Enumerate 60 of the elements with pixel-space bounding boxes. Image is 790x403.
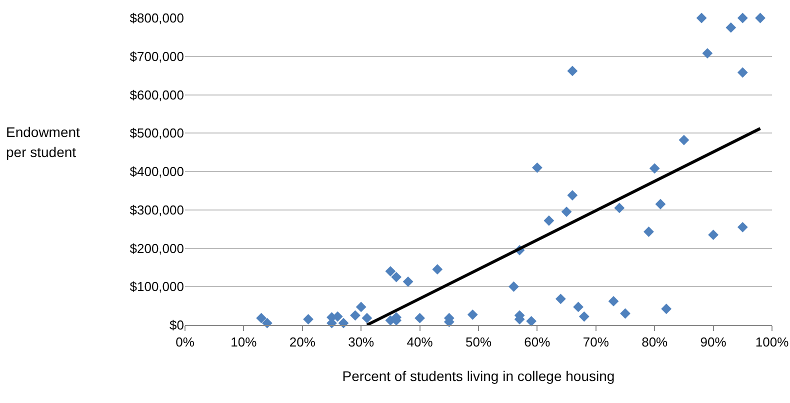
point — [696, 12, 707, 24]
point — [737, 12, 748, 24]
y-tick-label: $300,000 — [130, 202, 184, 218]
point — [561, 206, 572, 217]
point — [362, 312, 372, 324]
point — [708, 230, 718, 240]
point — [532, 162, 542, 173]
point — [338, 318, 349, 328]
point — [726, 22, 736, 33]
x-tick-label: 100% — [755, 334, 790, 350]
x-tick-label: 90% — [700, 334, 727, 350]
point — [391, 272, 402, 282]
point — [526, 316, 537, 326]
x-tick-label: 20% — [289, 334, 316, 350]
point — [414, 312, 425, 324]
point — [555, 294, 566, 304]
x-tick-label: 40% — [406, 334, 434, 350]
point — [661, 304, 672, 314]
point — [620, 308, 630, 319]
x-tick-label: 70% — [582, 334, 610, 350]
point — [614, 202, 625, 214]
x-tick-label: 0% — [176, 334, 195, 350]
point — [567, 190, 578, 200]
point — [573, 302, 584, 312]
point — [608, 296, 619, 306]
point — [655, 198, 666, 210]
x-tick-label: 80% — [642, 334, 668, 350]
y-tick-label: $200,000 — [130, 240, 184, 256]
y-tick-label: $800,000 — [130, 10, 184, 26]
point — [737, 222, 748, 232]
point — [644, 226, 654, 237]
y-tick-label: $100,000 — [130, 279, 184, 294]
x-axis-title: Percent of students living in college housing — [342, 368, 615, 384]
point — [755, 12, 766, 24]
point — [737, 67, 748, 78]
y-tick-label: $400,000 — [130, 164, 184, 180]
x-tick-label: 60% — [524, 334, 551, 350]
x-tick-label: 30% — [348, 334, 375, 350]
point — [467, 309, 478, 320]
y-axis-title: Endowment per student — [6, 123, 81, 162]
point — [356, 302, 366, 312]
y-tick-label: $500,000 — [130, 126, 184, 141]
x-tick-label: 10% — [230, 334, 258, 350]
point — [303, 314, 314, 324]
point — [256, 312, 267, 324]
point — [678, 134, 690, 146]
point — [350, 310, 360, 321]
point — [508, 281, 519, 292]
point — [578, 311, 590, 322]
point — [402, 276, 414, 287]
point — [544, 215, 554, 226]
point — [385, 266, 396, 276]
point — [649, 163, 660, 174]
x-tick-label: 50% — [465, 334, 492, 350]
point — [567, 66, 578, 76]
y-tick-label: $0 — [170, 318, 184, 333]
y-tick-label: $700,000 — [130, 48, 184, 64]
y-tick-label: $600,000 — [130, 87, 184, 102]
point — [432, 264, 443, 275]
point — [702, 48, 713, 59]
